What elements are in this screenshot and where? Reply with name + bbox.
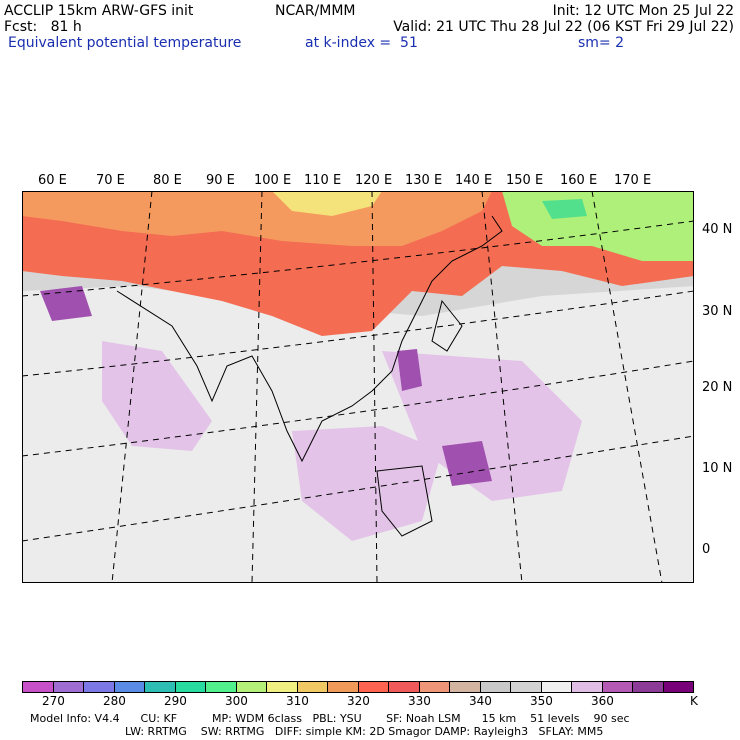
colorbar-swatch xyxy=(267,682,298,692)
colorbar-label: 340 xyxy=(469,694,492,708)
colorbar-label: 270 xyxy=(42,694,65,708)
colorbar-swatch xyxy=(389,682,420,692)
grid-line xyxy=(591,191,663,583)
lilac-region xyxy=(382,351,582,501)
colorbar-label: 320 xyxy=(347,694,370,708)
lon-label: 110 E xyxy=(304,173,342,188)
lat-label: 30 N xyxy=(702,304,733,319)
colorbar-swatch xyxy=(511,682,542,692)
model-info-line2: LW: RRTMG SW: RRTMG DIFF: simple KM: 2D … xyxy=(125,725,604,738)
colorbar-label: 280 xyxy=(103,694,126,708)
init-time: Init: 12 UTC Mon 25 Jul 22 xyxy=(552,3,734,19)
colorbar-swatch xyxy=(572,682,603,692)
purple-core xyxy=(442,441,492,486)
colorbar-swatch xyxy=(53,682,84,692)
colorbar-swatch xyxy=(84,682,115,692)
purple-core xyxy=(397,349,422,391)
colorbar-swatch xyxy=(206,682,237,692)
colorbar-swatch xyxy=(297,682,328,692)
lon-label: 90 E xyxy=(206,173,235,188)
lilac-region xyxy=(102,341,212,451)
map-panel xyxy=(22,191,694,583)
field-name: Equivalent potential temperature xyxy=(8,35,242,51)
colorbar xyxy=(22,681,694,693)
colorbar-swatch xyxy=(602,682,633,692)
lon-label: 70 E xyxy=(96,173,125,188)
colorbar-swatch xyxy=(450,682,481,692)
lat-label: 20 N xyxy=(702,380,733,395)
colorbar-swatch xyxy=(23,682,54,692)
colorbar-label: 290 xyxy=(164,694,187,708)
colorbar-swatch xyxy=(541,682,572,692)
purple-core xyxy=(40,286,92,321)
lat-label: 0 xyxy=(702,542,711,557)
colorbar-swatch xyxy=(328,682,359,692)
lat-label: 40 N xyxy=(702,222,733,237)
orange-band xyxy=(22,191,492,246)
model-title: ACCLIP 15km ARW-GFS init xyxy=(4,3,194,19)
lon-label: 120 E xyxy=(355,173,393,188)
valid-time: Valid: 21 UTC Thu 28 Jul 22 (06 KST Fri … xyxy=(393,19,734,35)
colorbar-label: 360 xyxy=(591,694,614,708)
lon-label: 170 E xyxy=(614,173,652,188)
colorbar-swatch xyxy=(145,682,176,692)
lon-label: 100 E xyxy=(254,173,292,188)
colorbar-swatch xyxy=(175,682,206,692)
colorbar-swatch xyxy=(236,682,267,692)
coastline xyxy=(376,465,433,537)
lon-label: 130 E xyxy=(405,173,443,188)
lon-label: 60 E xyxy=(38,173,67,188)
colorbar-unit: K xyxy=(690,694,698,708)
colorbar-swatch xyxy=(419,682,450,692)
colorbar-label: 300 xyxy=(225,694,248,708)
yellow-band xyxy=(272,191,382,216)
green-core xyxy=(542,199,587,219)
organization: NCAR/MMM xyxy=(275,3,356,19)
colorbar-swatch xyxy=(663,682,693,692)
lat-label: 10 N xyxy=(702,461,733,476)
lilac-region xyxy=(292,426,442,541)
colorbar-swatch xyxy=(480,682,511,692)
lon-label: 160 E xyxy=(560,173,598,188)
colorbar-label: 350 xyxy=(530,694,553,708)
colorbar-swatch xyxy=(114,682,145,692)
smoothing-label: sm= 2 xyxy=(578,35,625,51)
colorbar-swatch xyxy=(358,682,389,692)
grid-line xyxy=(22,435,694,542)
level-label: at k-index = 51 xyxy=(305,35,418,51)
coastline xyxy=(431,299,463,352)
lon-label: 150 E xyxy=(506,173,544,188)
model-info-line1: Model Info: V4.4 CU: KF MP: WDM 6class P… xyxy=(30,712,630,725)
forecast-hour: Fcst: 81 h xyxy=(4,19,82,35)
lon-label: 80 E xyxy=(153,173,182,188)
lon-label: 140 E xyxy=(455,173,493,188)
colorbar-swatch xyxy=(633,682,664,692)
colorbar-label: 310 xyxy=(286,694,309,708)
coastline xyxy=(116,215,503,463)
colorbar-label: 330 xyxy=(408,694,431,708)
